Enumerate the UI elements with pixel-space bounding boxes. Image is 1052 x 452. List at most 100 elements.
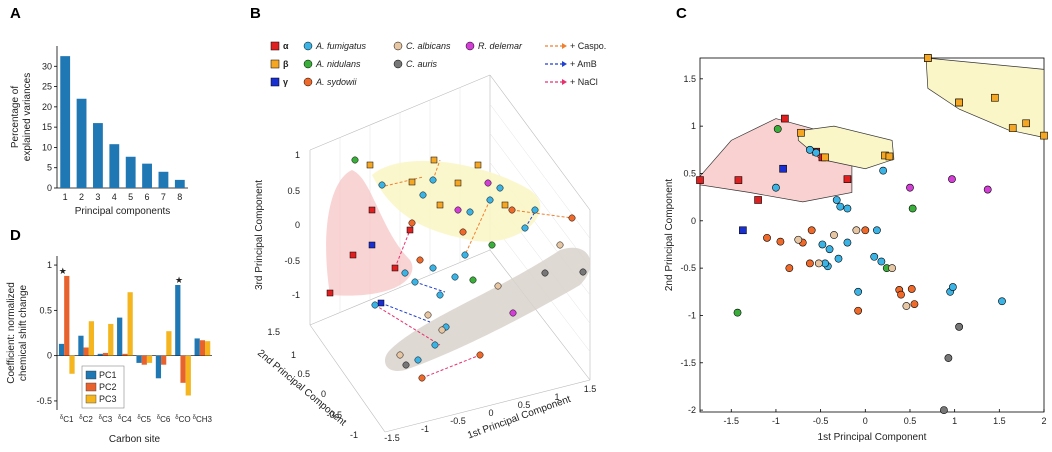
c-y-tick-label: -0.5 [680, 263, 696, 273]
d-star-marker: ★ [59, 266, 67, 276]
b-legend-label: A. sydowii [315, 77, 358, 87]
b-point-circle [531, 206, 539, 214]
b-y-tick-label: -1 [350, 430, 358, 440]
b-grid-line [489, 133, 591, 267]
panel-label-b: B [250, 5, 261, 22]
c-point-circle [944, 354, 953, 362]
c-point-circle [836, 202, 845, 211]
c-point-circle [843, 238, 852, 247]
a-y-tick-label: 0 [47, 183, 52, 193]
b-treatment-arrow [374, 304, 441, 346]
b-legend-label: A. fumigatus [315, 41, 367, 51]
c-point-square [739, 226, 747, 235]
a-y-axis-title-line: Percentage of [10, 86, 21, 148]
d-bar [69, 355, 75, 374]
b-x-tick-label: 0.5 [518, 400, 531, 410]
a-y-axis-title: Percentage ofexplained variances [10, 73, 33, 161]
b-point-circle [431, 341, 439, 349]
d-legend-swatch [85, 382, 97, 392]
c-x-tick-label: 0 [863, 416, 868, 426]
b-point-square [454, 179, 462, 187]
d-bar [155, 355, 162, 379]
c-x-axis-title: 1st Principal Component [818, 432, 927, 443]
b-treatment-arrow [421, 354, 481, 379]
b-treatment-arrow [414, 281, 446, 293]
b-x-tick-label: -0.5 [450, 416, 466, 426]
d-legend-swatch [85, 370, 97, 380]
c-point-circle [776, 237, 785, 246]
d-bar [146, 355, 153, 363]
d-bar [185, 355, 191, 396]
b-point-square [430, 156, 438, 164]
panel-label-a: A [10, 5, 21, 22]
d-x-tick-sup: δ [157, 415, 161, 421]
d-y-axis-title-line: chemical shift change [18, 284, 29, 381]
b-y-tick-label: 0 [321, 389, 326, 399]
b-y-tick-label: 1.5 [267, 327, 280, 337]
b-legend-marker [303, 59, 313, 69]
d-bar [108, 323, 114, 356]
d-bar [58, 343, 65, 356]
c-point-circle [830, 231, 838, 239]
b-point-circle [521, 224, 529, 232]
d-y-tick-label: 0 [47, 351, 52, 361]
panel-label-c: C [676, 5, 687, 22]
a-y-tick-label: 5 [47, 163, 52, 173]
b-point-circle [508, 206, 516, 214]
c-point-square [696, 176, 704, 184]
a-y-tick-label: 15 [42, 122, 52, 132]
b-point-circle [402, 361, 410, 369]
d-x-tick-sup: δ [118, 415, 122, 421]
c-point-circle [843, 204, 852, 213]
c-point-square [781, 114, 789, 123]
d-x-tick-main: CH3 [196, 415, 213, 424]
b-point-circle [378, 181, 386, 189]
d-bar [102, 352, 109, 356]
c-point-circle [773, 125, 782, 133]
b-x-tick-label: 1.5 [584, 384, 597, 394]
d-bar [117, 317, 123, 356]
d-bar [199, 340, 206, 356]
b-point-circle [509, 309, 517, 317]
c-x-tick-label: -1.5 [724, 416, 740, 426]
a-bar [60, 56, 71, 189]
b-beta-blob [372, 160, 541, 242]
b-point-circle [541, 269, 549, 277]
d-y-tick-label: -0.5 [36, 396, 52, 406]
c-point-circle [772, 183, 780, 192]
b-treatment-arrow [464, 199, 491, 256]
a-bar [174, 179, 185, 188]
b-box-edge [309, 324, 386, 433]
a-y-tick-label: 10 [42, 142, 52, 152]
d-bar [180, 355, 186, 383]
b-z-axis-title: 3rd Principal Component [254, 180, 265, 290]
c-y-axis-title: 2nd Principal Component [664, 179, 675, 292]
d-y-tick-label: 0.5 [39, 305, 52, 315]
b-legend-label: β [283, 59, 289, 69]
b-legend-label: α [283, 41, 289, 51]
b-legend-line-label: + AmB [570, 59, 597, 69]
d-bar [127, 292, 133, 356]
a-bar [109, 144, 120, 188]
a-bar [93, 123, 103, 188]
c-point-square [924, 54, 932, 62]
b-point-circle [408, 219, 416, 227]
c-point-circle [870, 252, 879, 261]
b-treatment-arrow [524, 211, 536, 229]
d-legend-label: PC2 [99, 382, 117, 392]
a-y-tick-label: 30 [42, 61, 52, 71]
b-point-circle [486, 196, 494, 204]
b-point-square [406, 226, 414, 234]
a-bar [158, 171, 169, 188]
b-legend-marker [465, 41, 475, 51]
b-treatment-arrow [384, 176, 424, 187]
b-y-tick-label: 1 [291, 350, 296, 360]
b-point-circle [436, 291, 444, 299]
d-x-tick-main: CO [179, 415, 191, 424]
d-x-tick-main: C6 [160, 415, 171, 424]
c-point-square [843, 175, 852, 183]
d-legend-label: PC3 [99, 394, 117, 404]
